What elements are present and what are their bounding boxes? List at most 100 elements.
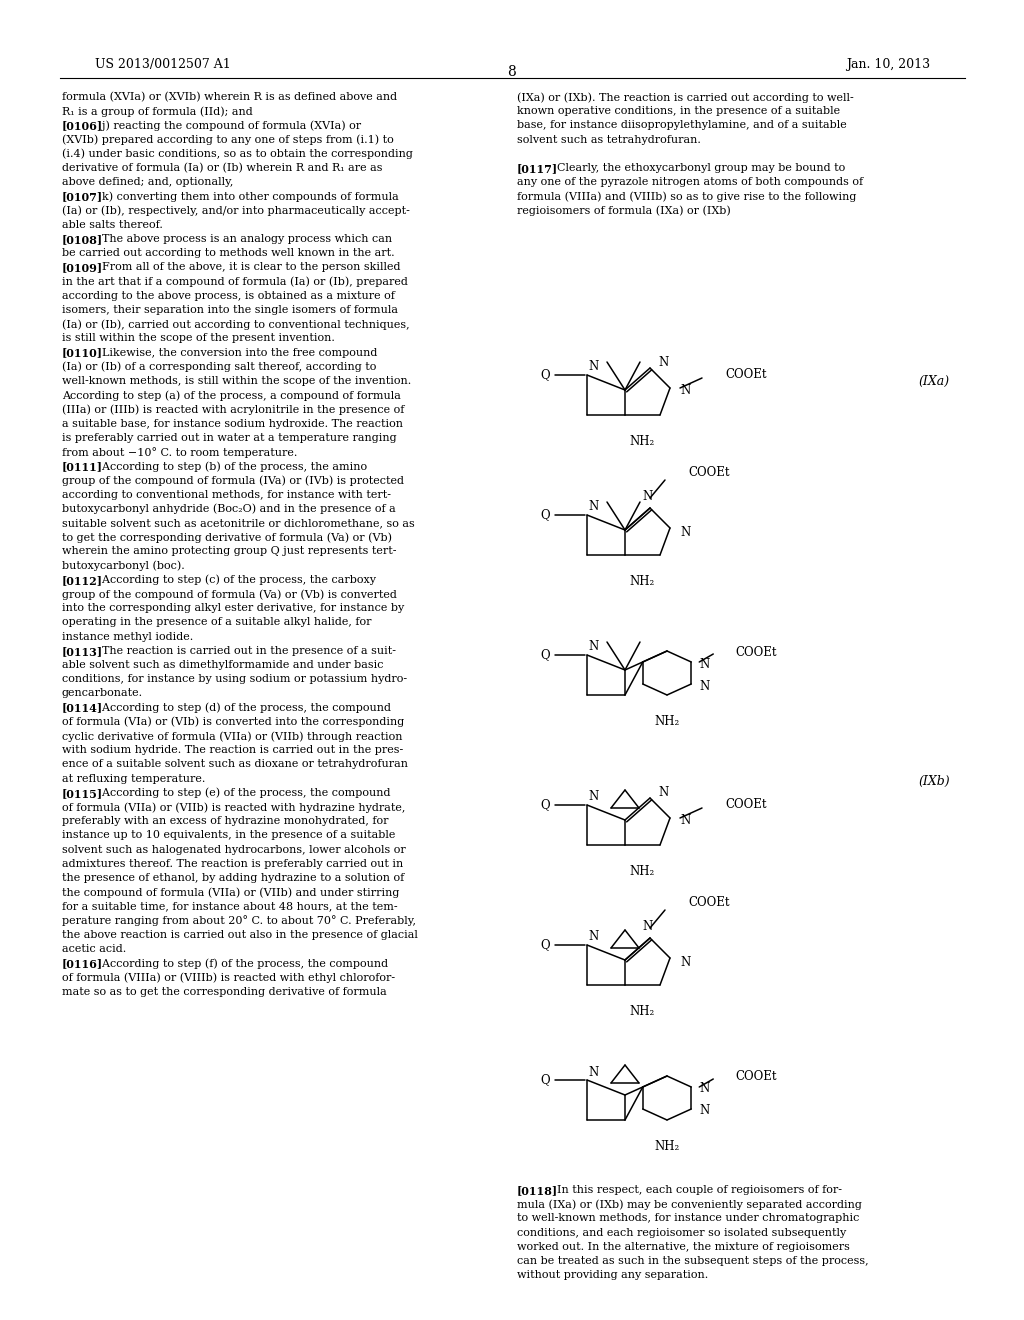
Text: N: N bbox=[699, 657, 710, 671]
Text: Q: Q bbox=[541, 368, 550, 381]
Text: [0113]: [0113] bbox=[62, 645, 103, 657]
Text: (IXa): (IXa) bbox=[919, 375, 950, 388]
Text: derivative of formula (Ia) or (Ib) wherein R and R₁ are as: derivative of formula (Ia) or (Ib) where… bbox=[62, 162, 383, 173]
Text: [0117]: [0117] bbox=[517, 162, 558, 174]
Text: 8: 8 bbox=[508, 65, 516, 79]
Text: N: N bbox=[680, 957, 690, 969]
Text: to get the corresponding derivative of formula (Va) or (Vb): to get the corresponding derivative of f… bbox=[62, 532, 392, 543]
Text: COOEt: COOEt bbox=[725, 797, 767, 810]
Text: suitable solvent such as acetonitrile or dichloromethane, so as: suitable solvent such as acetonitrile or… bbox=[62, 517, 415, 528]
Text: According to step (b) of the process, the amino: According to step (b) of the process, th… bbox=[88, 461, 368, 471]
Text: [0116]: [0116] bbox=[62, 958, 103, 969]
Text: base, for instance diisopropylethylamine, and of a suitable: base, for instance diisopropylethylamine… bbox=[517, 120, 847, 131]
Text: instance methyl iodide.: instance methyl iodide. bbox=[62, 631, 194, 642]
Text: for a suitable time, for instance about 48 hours, at the tem-: for a suitable time, for instance about … bbox=[62, 902, 397, 911]
Text: NH₂: NH₂ bbox=[630, 576, 655, 587]
Text: mula (IXa) or (IXb) may be conveniently separated according: mula (IXa) or (IXb) may be conveniently … bbox=[517, 1199, 862, 1209]
Text: regioisomers of formula (IXa) or (IXb): regioisomers of formula (IXa) or (IXb) bbox=[517, 206, 731, 216]
Text: worked out. In the alternative, the mixture of regioisomers: worked out. In the alternative, the mixt… bbox=[517, 1242, 850, 1251]
Text: above defined; and, optionally,: above defined; and, optionally, bbox=[62, 177, 233, 187]
Text: j) reacting the compound of formula (XVIa) or: j) reacting the compound of formula (XVI… bbox=[88, 120, 361, 131]
Text: From all of the above, it is clear to the person skilled: From all of the above, it is clear to th… bbox=[88, 263, 401, 272]
Text: [0110]: [0110] bbox=[62, 347, 103, 359]
Text: perature ranging from about 20° C. to about 70° C. Preferably,: perature ranging from about 20° C. to ab… bbox=[62, 916, 416, 927]
Text: is preferably carried out in water at a temperature ranging: is preferably carried out in water at a … bbox=[62, 433, 396, 442]
Text: In this respect, each couple of regioisomers of for-: In this respect, each couple of regioiso… bbox=[544, 1185, 843, 1195]
Text: [0115]: [0115] bbox=[62, 788, 103, 799]
Text: [0107]: [0107] bbox=[62, 191, 103, 202]
Text: from about −10° C. to room temperature.: from about −10° C. to room temperature. bbox=[62, 447, 297, 458]
Text: Q: Q bbox=[541, 648, 550, 661]
Text: N: N bbox=[680, 814, 690, 828]
Text: [0112]: [0112] bbox=[62, 574, 103, 586]
Text: [0118]: [0118] bbox=[517, 1185, 558, 1196]
Text: N: N bbox=[589, 931, 599, 944]
Text: be carried out according to methods well known in the art.: be carried out according to methods well… bbox=[62, 248, 394, 259]
Text: According to step (d) of the process, the compound: According to step (d) of the process, th… bbox=[88, 702, 391, 713]
Text: (Ia) or (Ib), respectively, and/or into pharmaceutically accept-: (Ia) or (Ib), respectively, and/or into … bbox=[62, 206, 410, 216]
Text: wherein the amino protecting group Q just represents tert-: wherein the amino protecting group Q jus… bbox=[62, 546, 396, 557]
Text: N: N bbox=[699, 1082, 710, 1096]
Text: admixtures thereof. The reaction is preferably carried out in: admixtures thereof. The reaction is pref… bbox=[62, 859, 403, 869]
Text: N: N bbox=[589, 791, 599, 804]
Text: N: N bbox=[699, 1105, 710, 1118]
Text: can be treated as such in the subsequent steps of the process,: can be treated as such in the subsequent… bbox=[517, 1257, 868, 1266]
Text: (IXa) or (IXb). The reaction is carried out according to well-: (IXa) or (IXb). The reaction is carried … bbox=[517, 92, 854, 103]
Text: The above process is an analogy process which can: The above process is an analogy process … bbox=[88, 234, 392, 244]
Text: According to step (a) of the process, a compound of formula: According to step (a) of the process, a … bbox=[62, 391, 400, 401]
Text: N: N bbox=[680, 527, 690, 540]
Text: according to conventional methods, for instance with tert-: according to conventional methods, for i… bbox=[62, 490, 391, 499]
Text: well-known methods, is still within the scope of the invention.: well-known methods, is still within the … bbox=[62, 376, 412, 385]
Text: conditions, for instance by using sodium or potassium hydro-: conditions, for instance by using sodium… bbox=[62, 675, 408, 684]
Text: formula (VIIIa) and (VIIIb) so as to give rise to the following: formula (VIIIa) and (VIIIb) so as to giv… bbox=[517, 191, 856, 202]
Text: NH₂: NH₂ bbox=[630, 1005, 655, 1018]
Text: (IXb): (IXb) bbox=[919, 775, 950, 788]
Text: preferably with an excess of hydrazine monohydrated, for: preferably with an excess of hydrazine m… bbox=[62, 816, 388, 826]
Text: Jan. 10, 2013: Jan. 10, 2013 bbox=[846, 58, 930, 71]
Text: with sodium hydride. The reaction is carried out in the pres-: with sodium hydride. The reaction is car… bbox=[62, 746, 403, 755]
Text: is still within the scope of the present invention.: is still within the scope of the present… bbox=[62, 334, 335, 343]
Text: COOEt: COOEt bbox=[725, 367, 767, 380]
Text: butoxycarbonyl anhydride (Boc₂O) and in the presence of a: butoxycarbonyl anhydride (Boc₂O) and in … bbox=[62, 504, 395, 515]
Text: butoxycarbonyl (boc).: butoxycarbonyl (boc). bbox=[62, 561, 184, 572]
Text: [0111]: [0111] bbox=[62, 461, 103, 473]
Text: Clearly, the ethoxycarbonyl group may be bound to: Clearly, the ethoxycarbonyl group may be… bbox=[544, 162, 846, 173]
Text: without providing any separation.: without providing any separation. bbox=[517, 1270, 709, 1280]
Text: a suitable base, for instance sodium hydroxide. The reaction: a suitable base, for instance sodium hyd… bbox=[62, 418, 403, 429]
Text: According to step (e) of the process, the compound: According to step (e) of the process, th… bbox=[88, 788, 391, 799]
Text: able salts thereof.: able salts thereof. bbox=[62, 220, 163, 230]
Text: Q: Q bbox=[541, 1073, 550, 1086]
Text: The reaction is carried out in the presence of a suit-: The reaction is carried out in the prese… bbox=[88, 645, 396, 656]
Text: According to step (f) of the process, the compound: According to step (f) of the process, th… bbox=[88, 958, 388, 969]
Text: able solvent such as dimethylformamide and under basic: able solvent such as dimethylformamide a… bbox=[62, 660, 384, 671]
Text: of formula (VIIa) or (VIIb) is reacted with hydrazine hydrate,: of formula (VIIa) or (VIIb) is reacted w… bbox=[62, 803, 406, 813]
Text: in the art that if a compound of formula (Ia) or (Ib), prepared: in the art that if a compound of formula… bbox=[62, 277, 408, 288]
Text: group of the compound of formula (Va) or (Vb) is converted: group of the compound of formula (Va) or… bbox=[62, 589, 397, 599]
Text: Q: Q bbox=[541, 799, 550, 812]
Text: COOEt: COOEt bbox=[688, 896, 729, 909]
Text: Q: Q bbox=[541, 508, 550, 521]
Text: known operative conditions, in the presence of a suitable: known operative conditions, in the prese… bbox=[517, 106, 840, 116]
Text: N: N bbox=[589, 360, 599, 374]
Text: N: N bbox=[680, 384, 690, 397]
Text: N: N bbox=[589, 640, 599, 653]
Text: according to the above process, is obtained as a mixture of: according to the above process, is obtai… bbox=[62, 290, 395, 301]
Text: COOEt: COOEt bbox=[735, 645, 777, 659]
Text: the presence of ethanol, by adding hydrazine to a solution of: the presence of ethanol, by adding hydra… bbox=[62, 873, 404, 883]
Text: Q: Q bbox=[541, 939, 550, 952]
Text: (IIIa) or (IIIb) is reacted with acrylonitrile in the presence of: (IIIa) or (IIIb) is reacted with acrylon… bbox=[62, 404, 404, 414]
Text: solvent such as halogenated hydrocarbons, lower alcohols or: solvent such as halogenated hydrocarbons… bbox=[62, 845, 406, 854]
Text: solvent such as tetrahydrofuran.: solvent such as tetrahydrofuran. bbox=[517, 135, 700, 145]
Text: operating in the presence of a suitable alkyl halide, for: operating in the presence of a suitable … bbox=[62, 618, 372, 627]
Text: According to step (c) of the process, the carboxy: According to step (c) of the process, th… bbox=[88, 574, 377, 585]
Text: (Ia) or (Ib) of a corresponding salt thereof, according to: (Ia) or (Ib) of a corresponding salt the… bbox=[62, 362, 377, 372]
Text: mate so as to get the corresponding derivative of formula: mate so as to get the corresponding deri… bbox=[62, 986, 387, 997]
Text: to well-known methods, for instance under chromatographic: to well-known methods, for instance unde… bbox=[517, 1213, 859, 1224]
Text: N: N bbox=[643, 490, 653, 503]
Text: acetic acid.: acetic acid. bbox=[62, 944, 126, 954]
Text: N: N bbox=[589, 500, 599, 513]
Text: the compound of formula (VIIa) or (VIIb) and under stirring: the compound of formula (VIIa) or (VIIb)… bbox=[62, 887, 399, 898]
Text: R₁ is a group of formula (IId); and: R₁ is a group of formula (IId); and bbox=[62, 106, 253, 116]
Text: NH₂: NH₂ bbox=[654, 1140, 680, 1152]
Text: of formula (VIa) or (VIb) is converted into the corresponding: of formula (VIa) or (VIb) is converted i… bbox=[62, 717, 404, 727]
